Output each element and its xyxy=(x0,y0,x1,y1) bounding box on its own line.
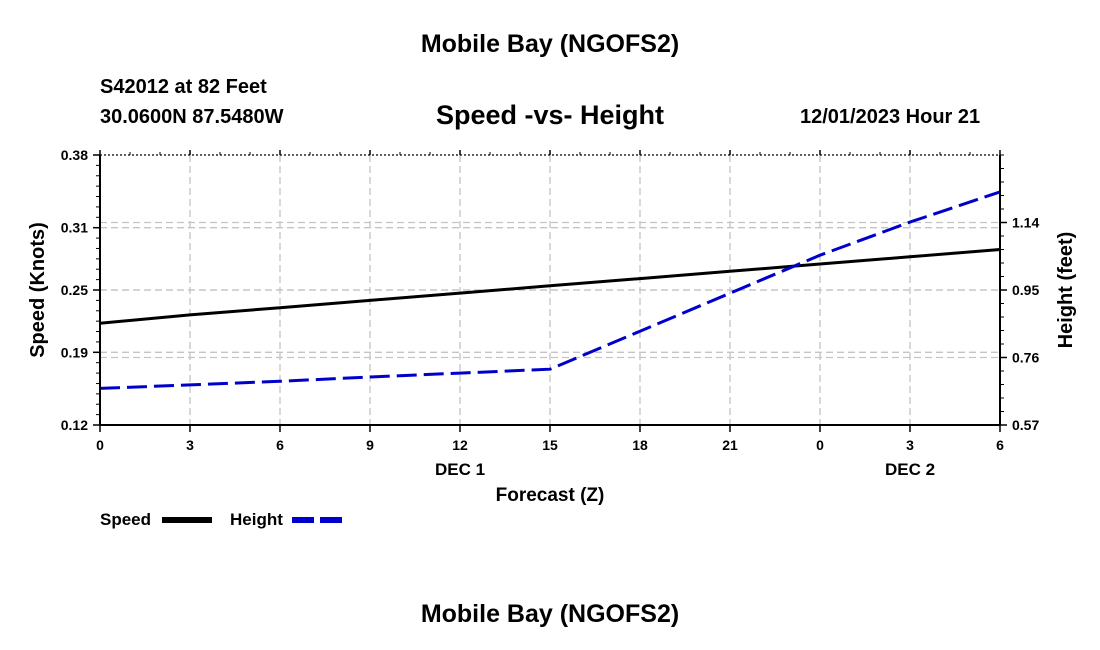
legend-label-speed: Speed xyxy=(100,510,151,529)
y-tick-label: 0.19 xyxy=(61,344,88,360)
y-tick-label: 0.12 xyxy=(61,417,88,433)
x-tick-label: 18 xyxy=(632,437,648,453)
y-tick-label: 0.31 xyxy=(61,220,88,236)
x-tick-label: 12 xyxy=(452,437,468,453)
height-series-line xyxy=(99,190,1001,390)
y2-tick-label: 0.57 xyxy=(1012,417,1039,433)
x-tick-label: 0 xyxy=(816,437,824,453)
x-tick-label: 3 xyxy=(906,437,914,453)
series-layer xyxy=(99,190,1001,390)
y2-tick-label: 0.76 xyxy=(1012,350,1039,366)
y-tick-label: 0.25 xyxy=(61,282,88,298)
legend-label-height: Height xyxy=(230,510,283,529)
x-tick-label: 3 xyxy=(186,437,194,453)
y2-tick-label: 1.14 xyxy=(1012,215,1039,231)
date-label: DEC 2 xyxy=(885,460,935,479)
coordinates-label: 30.0600N 87.5480W xyxy=(100,106,284,128)
x-tick-label: 15 xyxy=(542,437,558,453)
labels-layer: 0 3 6 9 12 15 18 21 0 3 6 DEC 1 DEC 2 Forecast (Z) 0.1… xyxy=(27,147,1077,506)
x-tick-label: 0 xyxy=(96,437,104,453)
forecast-datetime: 12/01/2023 Hour 21 xyxy=(800,106,981,128)
legend: Speed Height xyxy=(100,510,342,529)
station-label: S42012 at 82 Feet xyxy=(100,76,267,98)
y-axis-title: Speed (Knots) xyxy=(27,222,49,358)
x-tick-label: 21 xyxy=(722,437,738,453)
footer-title: Mobile Bay (NGOFS2) xyxy=(420,600,680,628)
x-tick-label: 6 xyxy=(276,437,284,453)
date-label: DEC 1 xyxy=(435,460,485,479)
grid-layer xyxy=(100,155,1000,425)
x-tick-label: 9 xyxy=(366,437,374,453)
page-title: Mobile Bay (NGOFS2) xyxy=(420,30,680,58)
speed-series-line xyxy=(99,248,1001,325)
y-tick-label: 0.38 xyxy=(61,147,88,163)
y2-axis-title: Height (feet) xyxy=(1055,232,1077,349)
x-axis-title: Forecast (Z) xyxy=(496,485,605,506)
x-tick-label: 6 xyxy=(996,437,1004,453)
axes-layer xyxy=(93,150,1007,432)
y2-tick-label: 0.95 xyxy=(1012,282,1039,298)
chart-title: Speed -vs- Height xyxy=(435,100,665,130)
